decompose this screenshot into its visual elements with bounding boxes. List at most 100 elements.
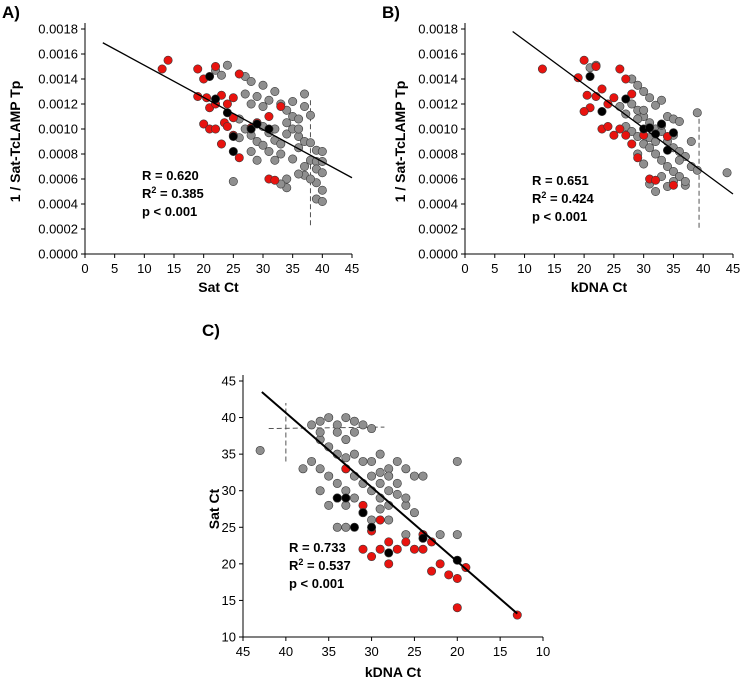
- point-red: [444, 570, 454, 580]
- point-red: [264, 112, 274, 122]
- point-gray: [252, 92, 262, 102]
- y-tick-label: 40: [222, 410, 236, 425]
- point-gray: [367, 471, 377, 481]
- point-gray: [270, 87, 280, 97]
- point-gray: [264, 147, 274, 157]
- point-black: [358, 508, 368, 518]
- point-gray: [332, 522, 342, 532]
- y-tick-label: 0.0002: [418, 222, 458, 237]
- point-gray: [332, 427, 342, 437]
- point-black: [341, 493, 351, 503]
- point-black: [367, 522, 377, 532]
- x-tick-label: 40: [279, 644, 293, 659]
- point-gray: [375, 467, 385, 477]
- stat-r: R = 0.733: [289, 540, 346, 555]
- point-black: [332, 493, 342, 503]
- point-red: [193, 64, 203, 74]
- panel-label: C): [202, 321, 220, 340]
- point-red: [392, 544, 402, 554]
- x-axis-title: Sat Ct: [198, 279, 239, 295]
- stat-r2-value: = 0.424: [546, 191, 594, 206]
- point-gray: [674, 155, 684, 165]
- x-tick-label: 15: [493, 644, 507, 659]
- x-tick-label: 10: [137, 261, 151, 276]
- x-tick-label: 30: [364, 644, 378, 659]
- point-gray: [341, 413, 351, 423]
- point-red: [603, 99, 613, 109]
- x-tick-label: 25: [407, 644, 421, 659]
- point-black: [228, 132, 238, 142]
- y-tick-label: 0.0010: [38, 122, 78, 137]
- x-tick-label: 45: [345, 261, 359, 276]
- point-gray: [674, 117, 684, 127]
- point-gray: [384, 471, 394, 481]
- stat-r2-sup: 2: [151, 185, 156, 195]
- point-red: [427, 566, 437, 576]
- point-gray: [305, 138, 315, 148]
- y-tick-label: 0.0006: [38, 172, 78, 187]
- point-gray: [252, 155, 262, 165]
- stat-r2-prefix: R: [289, 558, 299, 573]
- point-red: [418, 544, 428, 554]
- point-red: [627, 89, 637, 99]
- x-tick-label: 40: [315, 261, 329, 276]
- point-gray: [358, 456, 368, 466]
- y-tick-label: 20: [222, 556, 236, 571]
- stat-r2-value: = 0.385: [156, 186, 203, 201]
- point-red: [621, 74, 631, 84]
- point-gray: [341, 453, 351, 463]
- x-tick-label: 30: [636, 261, 650, 276]
- stat-r2-value: = 0.537: [303, 558, 350, 573]
- point-gray: [282, 129, 292, 139]
- x-tick-label: 5: [491, 261, 498, 276]
- y-tick-label: 0.0008: [418, 147, 458, 162]
- point-gray: [294, 124, 304, 134]
- point-gray: [680, 177, 690, 187]
- stat-r2-sup: 2: [541, 190, 546, 200]
- point-gray: [324, 471, 334, 481]
- point-gray: [645, 93, 655, 103]
- point-gray: [332, 478, 342, 488]
- point-gray: [341, 435, 351, 445]
- point-gray: [307, 420, 317, 430]
- y-tick-label: 0.0000: [418, 247, 458, 262]
- point-gray: [375, 478, 385, 488]
- point-gray: [298, 464, 308, 474]
- point-red: [651, 175, 661, 185]
- x-tick-label: 0: [461, 261, 468, 276]
- point-gray: [282, 118, 292, 128]
- point-gray: [452, 530, 462, 540]
- x-tick-label: 5: [111, 261, 118, 276]
- point-gray: [349, 427, 359, 437]
- point-black: [228, 147, 238, 157]
- point-red: [591, 61, 601, 71]
- x-tick-label: 20: [450, 644, 464, 659]
- point-gray: [317, 147, 327, 157]
- point-gray: [349, 416, 359, 426]
- point-gray: [367, 456, 377, 466]
- point-red: [452, 603, 462, 613]
- point-gray: [639, 159, 649, 169]
- x-tick-label: 15: [167, 261, 181, 276]
- stat-p: p < 0.001: [532, 209, 587, 224]
- point-gray: [317, 197, 327, 207]
- point-gray: [401, 464, 411, 474]
- point-black: [597, 107, 607, 117]
- point-gray: [375, 504, 385, 514]
- x-tick-label: 10: [517, 261, 531, 276]
- x-tick-label: 35: [321, 644, 335, 659]
- point-red: [384, 559, 394, 569]
- point-gray: [222, 60, 232, 70]
- point-gray: [418, 471, 428, 481]
- point-gray: [651, 100, 661, 110]
- point-red: [582, 90, 592, 100]
- point-red: [234, 69, 244, 79]
- point-gray: [282, 174, 292, 184]
- point-gray: [246, 77, 256, 87]
- point-gray: [307, 456, 317, 466]
- point-red: [375, 515, 385, 525]
- point-black: [668, 128, 678, 138]
- y-tick-label: 25: [222, 520, 236, 535]
- point-red: [409, 544, 419, 554]
